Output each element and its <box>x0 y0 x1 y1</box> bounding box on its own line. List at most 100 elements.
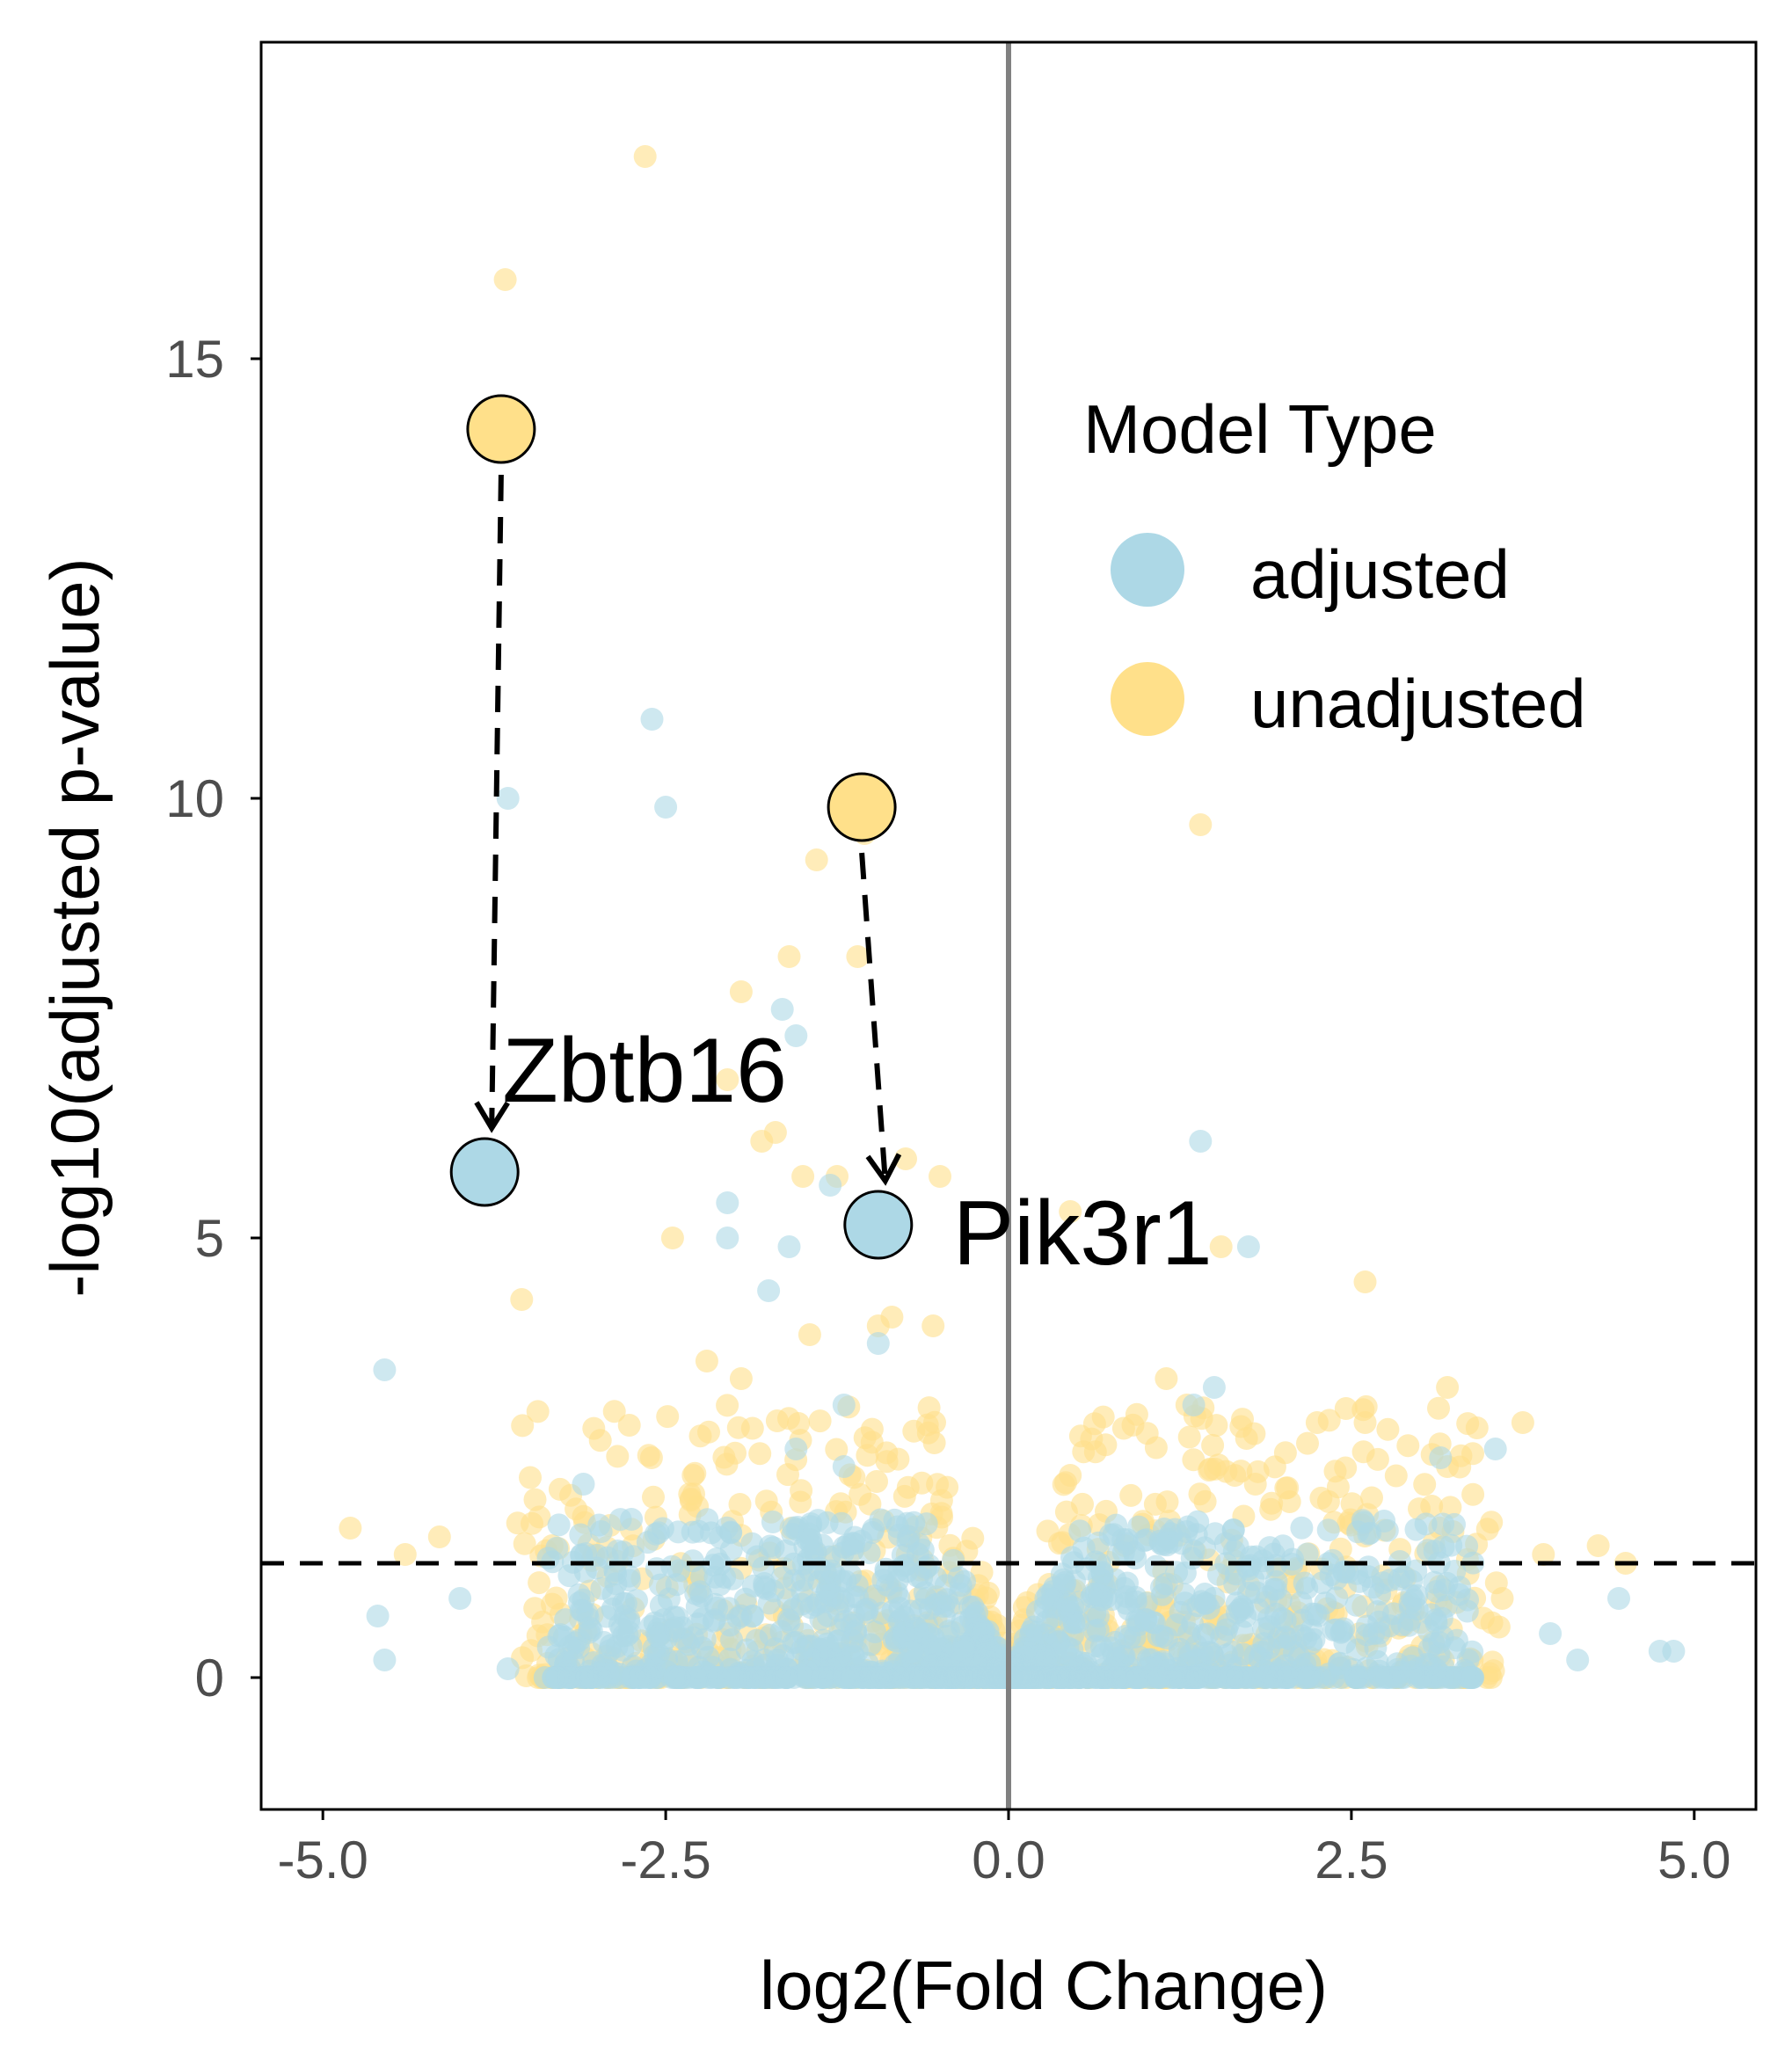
gene-point-adjusted-pik3r1 <box>843 1190 914 1260</box>
background-point <box>793 1534 817 1558</box>
background-point <box>1052 1598 1075 1621</box>
background-point <box>825 1438 849 1461</box>
background-point <box>526 1400 550 1423</box>
background-point <box>1376 1417 1400 1441</box>
background-point <box>1401 1646 1424 1670</box>
background-point <box>1054 1642 1077 1665</box>
background-point <box>829 1492 853 1516</box>
background-point <box>1149 1532 1173 1555</box>
background-point <box>923 1410 946 1434</box>
background-point <box>745 1628 769 1652</box>
reference-lines <box>261 42 1756 1809</box>
background-point <box>1133 1608 1157 1632</box>
data-point-unadjusted <box>633 145 657 168</box>
data-point-unadjusted <box>866 1314 890 1337</box>
background-point <box>1243 1643 1267 1667</box>
background-point <box>588 1666 612 1689</box>
background-point <box>896 1530 920 1553</box>
background-point <box>521 1511 543 1535</box>
background-point <box>1068 1519 1092 1543</box>
background-point <box>1197 1597 1220 1620</box>
data-point-adjusted <box>757 1279 781 1302</box>
y-tick-label: 0 <box>195 1649 224 1707</box>
data-point-adjusted <box>640 708 664 731</box>
background-point <box>1461 1442 1484 1466</box>
data-point-adjusted <box>1236 1235 1260 1258</box>
background-point <box>1293 1571 1316 1595</box>
x-tick-label: 0.0 <box>972 1831 1045 1889</box>
background-point <box>748 1442 772 1466</box>
background-point <box>1119 1483 1143 1507</box>
data-point-unadjusted <box>339 1517 362 1540</box>
background-point <box>1165 1613 1189 1637</box>
background-point <box>775 1666 798 1689</box>
background-point <box>1292 1666 1315 1689</box>
background-point <box>813 1560 837 1583</box>
data-point-adjusted <box>620 1508 644 1531</box>
background-point <box>1012 1641 1035 1664</box>
background-point <box>1098 1523 1122 1547</box>
background-point <box>918 1597 942 1620</box>
data-point-adjusted <box>448 1587 472 1610</box>
background-point <box>688 1424 712 1448</box>
background-point <box>1384 1464 1408 1488</box>
background-point <box>1091 1405 1115 1429</box>
data-point-adjusted <box>496 787 520 810</box>
data-point-unadjusted <box>894 1147 917 1170</box>
data-point-unadjusted <box>1586 1534 1610 1557</box>
background-point <box>1278 1627 1302 1651</box>
y-axis-title: -log10(adjusted p-value) <box>36 557 113 1297</box>
data-point-unadjusted <box>1059 1200 1082 1223</box>
background-point <box>1396 1434 1420 1458</box>
data-point-unadjusted <box>1223 1464 1247 1487</box>
data-point-adjusted <box>784 1438 808 1460</box>
data-point-adjusted <box>366 1605 390 1627</box>
background-point <box>1405 1598 1429 1621</box>
background-point <box>1157 1658 1181 1682</box>
data-point-adjusted <box>373 1358 397 1381</box>
background-point <box>1431 1625 1454 1649</box>
background-point <box>644 1522 667 1546</box>
data-point-unadjusted <box>729 1367 753 1390</box>
background-point <box>763 1637 787 1661</box>
y-tick-label: 5 <box>195 1209 224 1268</box>
background-point <box>637 1444 660 1467</box>
data-point-adjusted <box>866 1332 890 1355</box>
background-point <box>1206 1562 1230 1586</box>
background-point <box>1155 1572 1178 1596</box>
background-point <box>703 1608 726 1632</box>
data-point-unadjusted <box>1532 1543 1555 1566</box>
background-point <box>1020 1665 1044 1689</box>
background-point <box>657 1587 681 1611</box>
background-point <box>1035 1646 1059 1669</box>
background-point <box>1325 1567 1349 1591</box>
background-point <box>1334 1397 1358 1420</box>
data-point-unadjusted <box>1209 1235 1233 1258</box>
background-point <box>1455 1599 1479 1623</box>
background-point <box>1071 1492 1094 1516</box>
background-point <box>886 1666 910 1689</box>
background-point <box>612 1591 635 1615</box>
data-point-unadjusted <box>1059 1464 1082 1487</box>
background-point <box>1182 1448 1206 1472</box>
gene-arrowhead-pik3r1 <box>865 1153 902 1186</box>
background-point <box>841 1666 865 1689</box>
background-point <box>1117 1598 1140 1621</box>
x-axis-ticks: -5.0 -2.5 0.0 2.5 5.0 <box>277 1809 1731 1889</box>
background-point <box>1188 1482 1212 1506</box>
background-point <box>1270 1656 1293 1680</box>
background-point <box>1144 1554 1168 1578</box>
background-point <box>725 1666 748 1689</box>
data-point-unadjusted <box>1511 1411 1534 1434</box>
background-point <box>1201 1433 1225 1457</box>
background-point <box>922 1431 946 1454</box>
background-point <box>849 1482 872 1506</box>
data-point-unadjusted <box>1353 1270 1377 1293</box>
data-point-adjusted <box>832 1455 856 1478</box>
data-point-adjusted <box>1189 1130 1213 1153</box>
data-point-unadjusted <box>921 1314 945 1337</box>
x-axis-title: log2(Fold Change) <box>760 1947 1328 2024</box>
background-point <box>740 1416 764 1440</box>
background-point <box>656 1405 680 1429</box>
data-point-unadjusted <box>846 945 870 968</box>
